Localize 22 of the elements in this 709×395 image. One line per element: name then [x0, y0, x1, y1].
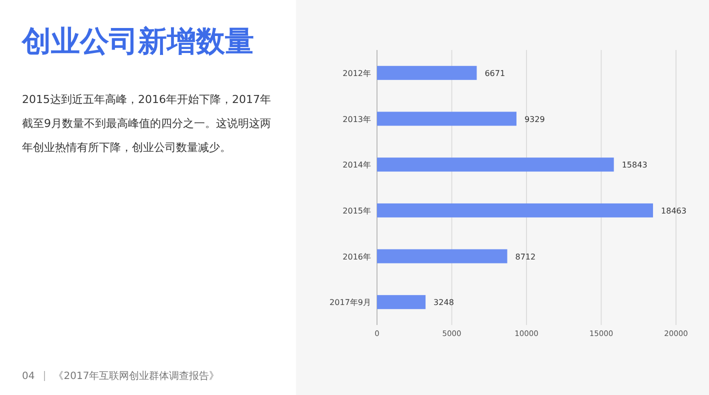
y-tick-label: 2017年9月	[330, 298, 371, 308]
text: 04	[22, 371, 35, 382]
y-tick-label: 2013年	[342, 114, 371, 124]
y-tick-label: 2014年	[342, 160, 371, 170]
text: 2015达到近五年高峰，2016年开始下降，2017年截至9月数量不到最高峰值的四分之一。这说明这两年创业热情有所下降，创业公司数量减少。	[22, 92, 272, 156]
bar	[377, 295, 426, 310]
data-label: 9329	[524, 114, 545, 124]
y-tick-label: 2012年	[342, 68, 371, 78]
bar	[377, 249, 508, 264]
y-tick-label: 2016年	[342, 252, 371, 262]
bar	[377, 66, 477, 80]
data-label: 6671	[484, 68, 506, 78]
bar	[377, 158, 614, 172]
y-tick-label: 2015年	[342, 206, 371, 216]
bar	[377, 203, 654, 218]
data-label: 18463	[661, 206, 686, 216]
data-label: 3248	[434, 298, 454, 308]
text: 创业公司新增数量	[22, 23, 254, 60]
bar	[377, 112, 516, 126]
text: 《2017年互联网创业群体调查报告》	[54, 371, 220, 382]
data-label: 8712	[515, 252, 536, 262]
data-label: 15843	[622, 160, 648, 170]
